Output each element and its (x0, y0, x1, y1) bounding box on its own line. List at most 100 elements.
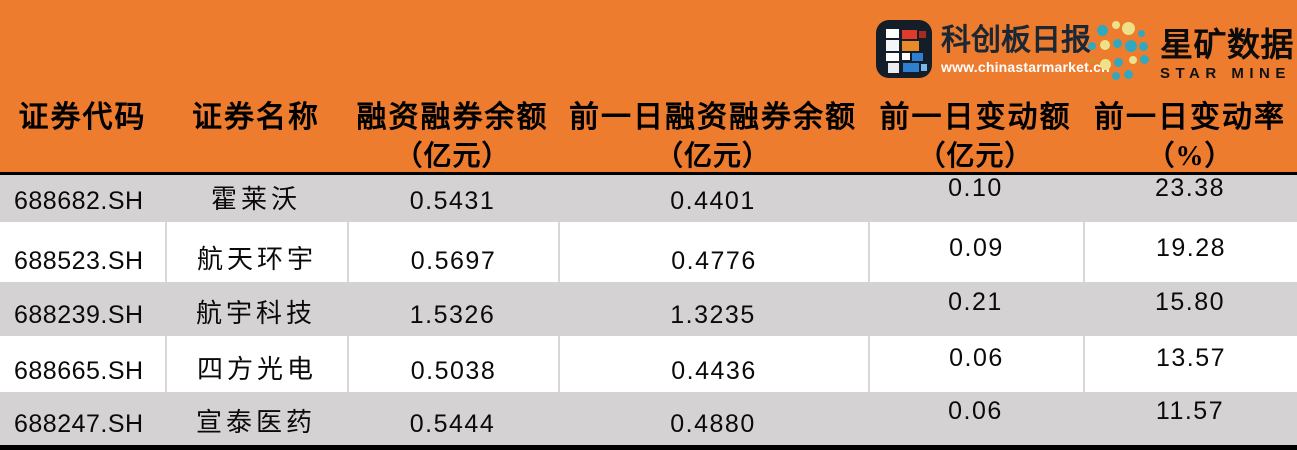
cell-name: 霍莱沃 (165, 175, 347, 222)
logo-dot (1113, 39, 1122, 48)
logo-block (902, 41, 919, 51)
cell-value: 0.10 (948, 174, 1003, 202)
logo-block (912, 53, 923, 61)
column-label: 前一日变动额 (879, 101, 1072, 134)
cell-balance: 0.5038 (347, 336, 558, 392)
cell-code: 688247.SH (0, 392, 165, 445)
cell-balance: 0.5697 (347, 222, 558, 282)
column-label: 证券代码 (18, 101, 147, 134)
logo-dot (1101, 75, 1107, 81)
cell-code: 688523.SH (0, 222, 165, 282)
cell-value: 688523.SH (14, 247, 144, 275)
cell-value: 0.4436 (671, 357, 757, 385)
cell-prev_balance: 0.4436 (558, 336, 868, 392)
cell-change_pct: 23.38 (1083, 174, 1297, 222)
logo-block (902, 53, 910, 60)
logo-block (886, 29, 899, 38)
table-row: 688665.SH 四方光电 0.5038 0.4436 0.06 13.57 (0, 336, 1297, 392)
logo-dot (1139, 42, 1148, 51)
cell-prev_balance: 0.4776 (558, 222, 868, 282)
cell-value: 15.80 (1154, 288, 1226, 316)
cell-prev_balance: 0.4880 (558, 392, 868, 445)
cell-name: 宣泰医药 (165, 392, 347, 445)
cell-value: 0.4880 (670, 410, 756, 438)
bottom-divider (0, 445, 1297, 450)
column-label: 融资融券余额 (356, 101, 549, 134)
column-label: 前一日变动率 (1094, 101, 1286, 134)
logo-dot (1088, 42, 1096, 50)
logo-block (921, 64, 927, 71)
cell-name: 航天环宇 (165, 222, 347, 282)
cell-change: 0.21 (868, 282, 1083, 336)
cell-value: 11.57 (1155, 397, 1225, 425)
star-market-daily-text: 科创板日报 www.chinastarmarket.cn (941, 20, 1110, 75)
cell-change: 0.06 (868, 336, 1083, 392)
star-market-daily-logo-icon (876, 20, 932, 78)
logo-dot (1112, 21, 1120, 29)
star-market-daily-logo: 科创板日报 www.chinastarmarket.cn (876, 20, 1110, 78)
cell-change_pct: 13.57 (1083, 336, 1297, 392)
cell-value: 0.21 (948, 288, 1003, 316)
cell-value: 霍莱沃 (210, 185, 301, 214)
table-row: 688239.SH 航宇科技 1.5326 1.3235 0.21 15.80 (0, 282, 1297, 336)
logo-dot (1114, 58, 1123, 67)
cell-value: 0.06 (949, 344, 1004, 372)
cell-value: 688239.SH (14, 301, 144, 329)
table-row: 688682.SH 霍莱沃 0.5431 0.4401 0.10 23.38 (0, 174, 1297, 222)
logo-dot (1138, 30, 1145, 37)
cell-change_pct: 11.57 (1083, 392, 1297, 445)
column-unit: （%） (1146, 141, 1234, 172)
cell-value: 13.57 (1155, 344, 1227, 372)
cell-change: 0.09 (868, 222, 1083, 282)
table-header: 证券代码 证券名称 融资融券余额 （亿元） 前一日融资融券余额 （亿元） 前一日… (0, 0, 1297, 172)
cell-value: 航天环宇 (196, 245, 317, 274)
cell-value: 688247.SH (14, 410, 144, 438)
logo-dot (1140, 55, 1149, 64)
cell-value: 0.5697 (410, 247, 497, 275)
column-unit: （亿元） (917, 141, 1034, 172)
banner: 科创板日报 www.chinastarmarket.cn 星矿数据 (0, 0, 1297, 88)
cell-value: 0.06 (948, 397, 1003, 425)
cell-prev_balance: 1.3235 (558, 282, 868, 336)
cell-code: 688239.SH (0, 282, 165, 336)
logo-dot (1129, 56, 1137, 64)
cell-change_pct: 15.80 (1083, 282, 1297, 336)
logo-block (888, 63, 899, 73)
logo-block (886, 53, 899, 61)
cell-name: 四方光电 (165, 336, 347, 392)
star-mine-text: 星矿数据 STAR MINE (1160, 26, 1297, 83)
cell-change_pct: 19.28 (1083, 222, 1297, 282)
cell-change: 0.10 (868, 174, 1083, 222)
table-row: 688247.SH 宣泰医药 0.5444 0.4880 0.06 11.57 (0, 392, 1297, 445)
header-divider (0, 172, 1297, 175)
column-header-change-pct: 前一日变动率 （%） (1083, 0, 1297, 172)
cell-balance: 0.5444 (347, 392, 558, 445)
cell-value: 1.5326 (409, 301, 496, 329)
cell-prev_balance: 0.4401 (558, 175, 868, 222)
logo-dot (1100, 59, 1111, 70)
cell-name: 航宇科技 (165, 282, 347, 336)
logo-dot (1100, 40, 1110, 50)
logo-dot (1089, 57, 1096, 64)
cell-code: 688682.SH (0, 175, 165, 222)
column-label: 证券名称 (192, 101, 320, 134)
cell-value: 宣泰医药 (195, 408, 316, 437)
cell-value: 688682.SH (14, 187, 144, 215)
cell-value: 23.38 (1154, 174, 1226, 202)
column-label: 前一日融资融券余额 (569, 101, 857, 134)
logo-block (903, 63, 919, 72)
logo-block (886, 40, 899, 51)
cell-value: 1.3235 (670, 301, 756, 329)
cell-value: 0.5038 (410, 357, 497, 385)
cell-value: 航宇科技 (195, 299, 316, 328)
cell-value: 0.4401 (670, 187, 756, 215)
logo-block (902, 30, 917, 39)
table-body: 688682.SH 霍莱沃 0.5431 0.4401 0.10 23.38 688523.… (0, 174, 1297, 445)
star-mine-title: 星矿数据 (1160, 26, 1294, 63)
column-header-balance: 融资融券余额 （亿元） (347, 0, 558, 172)
column-header-change: 前一日变动额 （亿元） (868, 0, 1083, 172)
column-unit: （亿元） (394, 141, 511, 172)
star-mine-logo-icon (1085, 8, 1155, 96)
cell-balance: 1.5326 (347, 282, 558, 336)
